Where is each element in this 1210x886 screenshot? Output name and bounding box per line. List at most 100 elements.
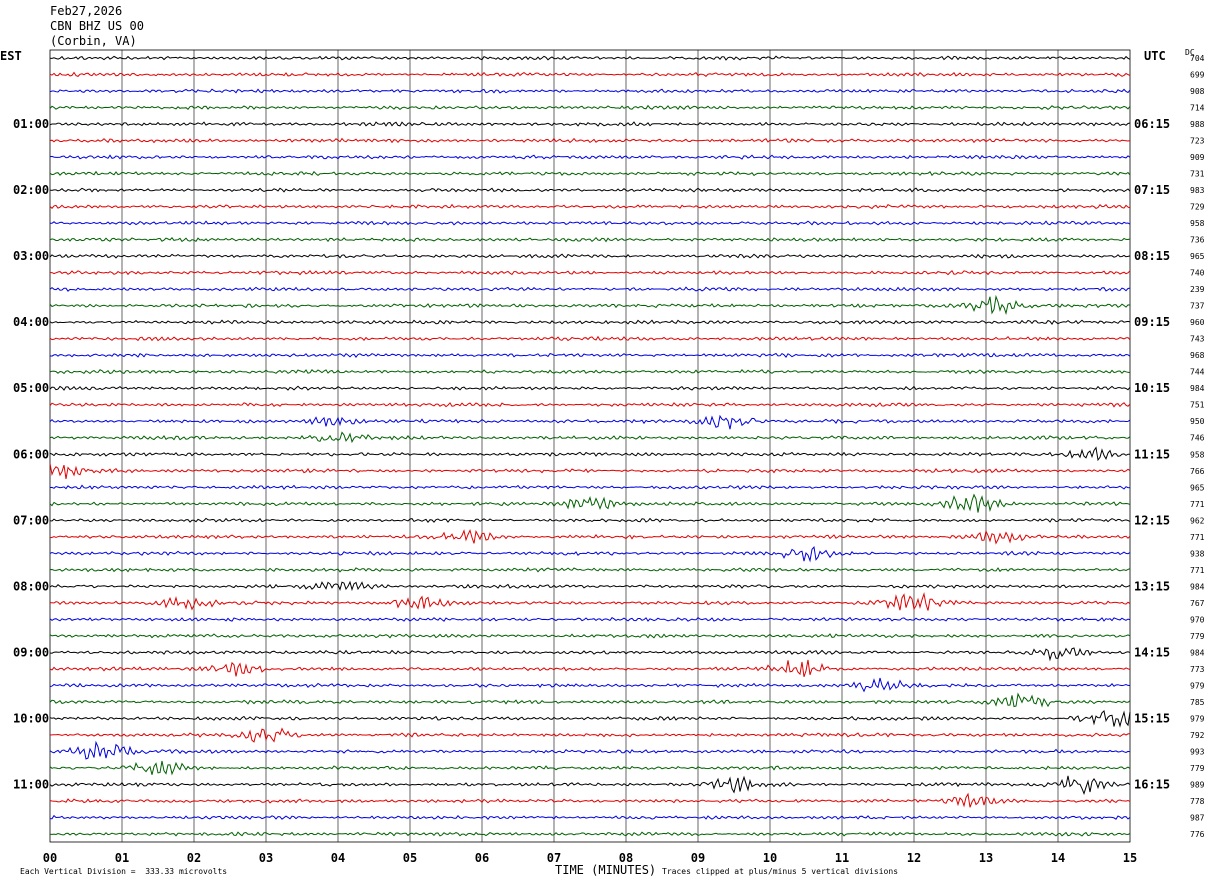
trace-row [49, 121, 1131, 127]
trace-row [49, 104, 1131, 111]
footer-right-note: Traces clipped at plus/minus 5 vertical … [662, 867, 899, 876]
trace-row [49, 352, 1131, 358]
trace-row [49, 567, 1131, 573]
right-hour-label: 12:15 [1134, 513, 1170, 527]
dc-offset-label: 771 [1190, 566, 1205, 575]
left-hour-label: 08:00 [13, 579, 49, 593]
dc-offset-label: 938 [1190, 549, 1205, 558]
trace-row [49, 335, 1131, 342]
dc-offset-label: 779 [1190, 632, 1205, 641]
trace-row [49, 760, 1131, 776]
dc-offset-label: 773 [1190, 665, 1205, 674]
left-hour-label: 05:00 [13, 381, 49, 395]
trace-row [49, 294, 1131, 316]
left-hour-label: 10:00 [13, 711, 49, 725]
x-tick-label: 04 [331, 851, 345, 865]
x-axis-title: TIME (MINUTES) [555, 863, 657, 877]
dc-offset-label: 239 [1190, 285, 1205, 294]
dc-offset-label: 962 [1190, 516, 1205, 525]
trace-row [49, 446, 1130, 462]
dc-offset-label: 771 [1190, 533, 1205, 542]
trace-row [49, 414, 1131, 430]
trace-row [49, 517, 1131, 524]
dc-offset-label: 984 [1190, 384, 1205, 393]
dc-offset-label: 778 [1190, 797, 1205, 806]
dc-offset-label: 723 [1190, 137, 1205, 146]
right-hour-label: 14:15 [1134, 645, 1170, 659]
x-tick-label: 03 [259, 851, 273, 865]
footer-left-note: Each Vertical Division = 333.33 microvol… [20, 867, 228, 876]
dc-offset-label: 785 [1190, 698, 1205, 707]
x-tick-label: 01 [115, 851, 129, 865]
dc-offset-label: 979 [1190, 681, 1205, 690]
x-tick-label: 14 [1051, 851, 1065, 865]
right-hour-label: 07:15 [1134, 183, 1170, 197]
dc-offset-label: 792 [1190, 731, 1205, 740]
right-hour-label: 13:15 [1134, 579, 1170, 593]
trace-row [49, 493, 1131, 513]
dc-offset-label: 779 [1190, 764, 1205, 773]
trace-row [49, 55, 1131, 61]
left-axis-label: EST [0, 49, 22, 63]
dc-offset-label: 960 [1190, 318, 1205, 327]
dc-offset-label: 958 [1190, 450, 1205, 459]
left-hour-label: 02:00 [13, 183, 49, 197]
x-tick-label: 09 [691, 851, 705, 865]
dc-offset-label: 740 [1190, 269, 1205, 278]
dc-offset-label: 950 [1190, 417, 1205, 426]
left-hour-label: 06:00 [13, 447, 49, 461]
dc-offset-label: 988 [1190, 120, 1205, 129]
trace-row [49, 484, 1131, 491]
dc-offset-label: 731 [1190, 170, 1205, 179]
header-station: CBN BHZ US 00 [50, 19, 144, 33]
trace-row [49, 528, 1131, 545]
x-tick-label: 07 [547, 851, 561, 865]
x-tick-label: 10 [763, 851, 777, 865]
dc-offset-label: 987 [1190, 813, 1205, 822]
dc-offset-label: 965 [1190, 252, 1205, 261]
dc-offset-label: 984 [1190, 582, 1205, 591]
dc-offset-label: 751 [1190, 401, 1205, 410]
dc-offset-label: 766 [1190, 467, 1205, 476]
left-hour-label: 11:00 [13, 777, 49, 791]
trace-row [49, 659, 1131, 677]
trace-row [49, 580, 1131, 592]
trace-row [49, 545, 1131, 563]
left-hour-label: 07:00 [13, 513, 49, 527]
trace-row [49, 71, 1131, 78]
dc-offset-label: 993 [1190, 747, 1205, 756]
axis-labels: 00 01 02 03 04 05 06 07 08 09 10 11 12 13 14 15 01:00 02:… [13, 54, 1205, 865]
left-hour-label: 01:00 [13, 117, 49, 131]
trace-row [49, 831, 1131, 837]
dc-offset-label: 771 [1190, 500, 1205, 509]
dc-offset-label: 979 [1190, 714, 1205, 723]
x-tick-label: 13 [979, 851, 993, 865]
trace-row [49, 775, 1131, 795]
trace-row [49, 154, 1131, 160]
seismic-traces [49, 55, 1131, 837]
trace-row [49, 402, 1131, 408]
right-hour-label: 09:15 [1134, 315, 1170, 329]
trace-row [49, 740, 1131, 760]
left-hour-label: 04:00 [13, 315, 49, 329]
trace-row [49, 137, 1131, 144]
trace-row [49, 253, 1131, 259]
x-tick-label: 12 [907, 851, 921, 865]
x-tick-label: 08 [619, 851, 633, 865]
right-hour-label: 06:15 [1134, 117, 1170, 131]
header-date: Feb27,2026 [50, 4, 123, 18]
dc-offset-label: 776 [1190, 830, 1205, 839]
x-tick-label: 15 [1123, 851, 1137, 865]
x-tick-label: 11 [835, 851, 849, 865]
trace-row [49, 88, 1131, 94]
trace-row [49, 677, 1131, 693]
dc-offset-label: 989 [1190, 780, 1205, 789]
right-hour-label: 10:15 [1134, 381, 1170, 395]
trace-row [49, 692, 1131, 708]
dc-offset-label: 984 [1190, 648, 1205, 657]
dc-offset-label: 699 [1190, 71, 1205, 80]
x-tick-label: 06 [475, 851, 489, 865]
trace-row [49, 616, 1131, 622]
header-location: (Corbin, VA) [50, 34, 137, 48]
